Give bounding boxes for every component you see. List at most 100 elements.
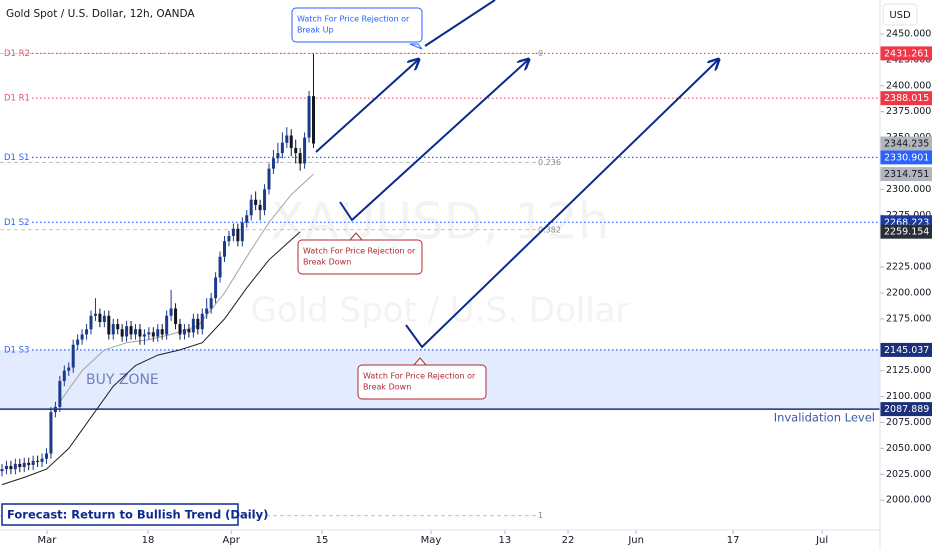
candle-body [271,158,275,169]
callout-pointer [409,43,423,50]
price-badge-label: 2087.889 [884,404,929,415]
y-tick-label: 2275.000 [886,210,931,221]
candle-body [102,315,106,322]
projection-arrow [315,60,418,153]
buy-zone-label: BUY ZONE [86,372,159,388]
candle-body [240,222,244,242]
price-badge [880,150,932,165]
pivot-level-label: D1 R2 [4,49,30,59]
callout-text: Break Up [297,26,334,35]
projections [315,0,718,349]
candle-body [67,367,71,371]
y-tick-label: 2025.000 [886,469,931,480]
candle-body [200,313,204,330]
x-tick-label: 18 [142,535,155,546]
candle-body [285,135,289,143]
price-badge-label: 2431.261 [884,48,929,59]
candle-body [27,462,31,465]
candle-body [53,406,57,413]
callout-box [291,7,423,43]
candle-body [151,332,155,337]
candle-body [258,204,262,211]
candle-body [196,318,200,330]
currency: USD [889,10,911,21]
candle-body [178,324,182,335]
candle-body [298,153,302,164]
candle-body [289,135,293,148]
candle-body [49,412,53,454]
y-tick-label: 2125.000 [886,365,931,376]
candle-body [18,463,22,468]
price-badge [880,402,932,417]
price-badge-label: 2330.901 [884,152,929,163]
pivot-level-label: D1 R1 [4,94,30,104]
x-tick-label: 15 [316,535,329,546]
candle-body [62,370,66,382]
candle-body [22,462,26,468]
x-tick-label: Apr [223,535,241,546]
candle-body [93,313,97,316]
candle-body [280,142,284,154]
y-tick-label: 2450.000 [886,28,931,39]
candle-body [98,313,102,322]
callout-text: Watch For Price Rejection or [297,15,410,24]
forecast-box [1,503,239,526]
candle-body [249,199,253,216]
candle-body [187,329,191,333]
price-badge-label: 2145.037 [884,345,929,356]
candle-body [182,329,186,335]
candle-body [245,215,249,223]
x-tick-label: May [421,535,442,546]
y-tick-label: 2075.000 [886,417,931,428]
candle-body [80,334,84,340]
x-tick-label: Mar [38,535,58,546]
candle-body [89,315,93,330]
callout-text: Watch For Price Rejection or [303,247,416,256]
candle-body [4,465,8,470]
candle-body [45,453,49,459]
candle-body [174,308,178,325]
x-tick-label: Jul [815,535,828,546]
candle-body [76,339,80,345]
candle-body [214,277,218,299]
y-tick-label: 2000.000 [886,495,931,506]
currency-box[interactable] [882,3,918,26]
candle-body [263,189,267,211]
candle-body [85,329,89,335]
candle-body [147,332,151,335]
candle-body [0,469,4,472]
y-tick-label: 2300.000 [886,184,931,195]
y-tick-label: 2375.000 [886,106,931,117]
pivot-level-label: D1 S3 [4,345,29,355]
candle-body [125,326,129,337]
candle-body [254,199,258,205]
moving-average [1,231,301,486]
candle-body [191,318,195,333]
candle-body [107,315,111,335]
callout-pointer [412,357,428,366]
candle-body [303,137,307,164]
candle-body [209,298,213,309]
y-tick-label: 2100.000 [886,391,931,402]
fib-label: 1 [538,511,543,520]
x-tick-label: 22 [562,535,575,546]
price-badge [880,136,932,151]
projection-arrow [339,60,528,222]
candle-body [138,329,142,337]
y-tick-label: 2400.000 [886,80,931,91]
candle-body [294,147,298,154]
y-tick-label: 2050.000 [886,443,931,454]
pivot-level-label: D1 S1 [4,153,29,163]
price-badge [880,224,932,239]
projection-arrow [405,60,718,349]
candle-body [160,329,164,335]
callout-text: Break Down [303,258,351,267]
price-badge [880,167,932,182]
candle-body [205,308,209,314]
projection-arrow [424,0,496,47]
x-tick-label: Jun [627,535,644,546]
watermark: Gold Spot / U.S. Dollar [251,291,630,331]
forecast-text: Forecast: Return to Bullish Trend (Daily… [7,508,268,522]
